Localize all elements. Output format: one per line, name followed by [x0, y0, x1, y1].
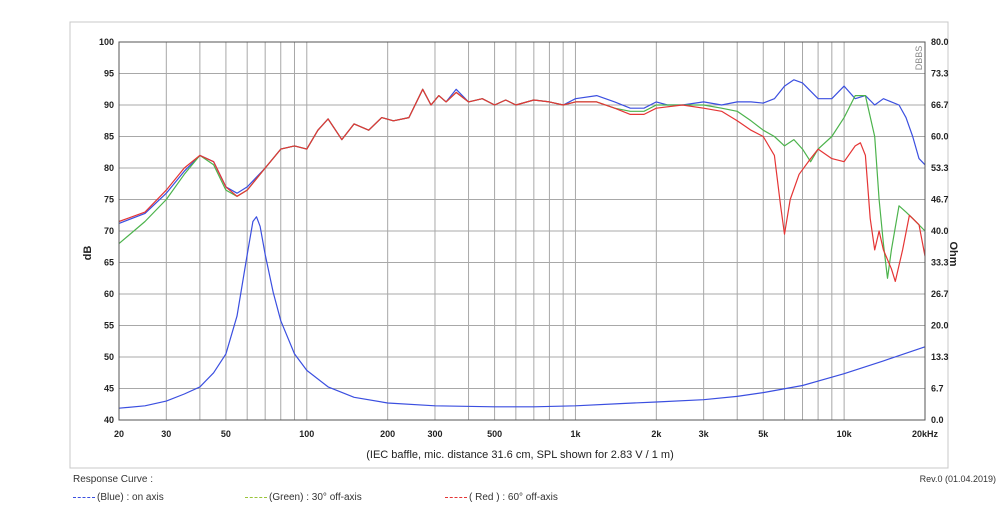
- y-tick-label-right: 20.0: [931, 321, 949, 331]
- x-tick-label: 20: [114, 429, 124, 439]
- y-tick-label-left: 45: [104, 384, 114, 394]
- y-tick-label-left: 95: [104, 69, 114, 79]
- chart-frame: [69, 21, 949, 469]
- y-tick-label-right: 46.7: [931, 195, 949, 205]
- x-tick-label: 3k: [699, 429, 710, 439]
- series-line-30-off-axis: [118, 88, 926, 279]
- x-tick-label: 1k: [570, 429, 581, 439]
- y-tick-label-left: 90: [104, 100, 114, 110]
- y-tick-label-left: 70: [104, 226, 114, 236]
- y-tick-label-right: 0.0: [931, 415, 944, 425]
- y-tick-label-left: 75: [104, 195, 114, 205]
- legend-item-green: (Green) : 30° off-axis: [245, 492, 362, 503]
- y-tick-label-right: 53.3: [931, 163, 949, 173]
- revision-label: Rev.0 (01.04.2019): [919, 474, 996, 484]
- y-tick-label-right: 60.0: [931, 132, 949, 142]
- x-tick-label: 100: [299, 429, 314, 439]
- series-line-impedance: [118, 216, 926, 409]
- y-tick-label-right: 6.7: [931, 384, 944, 394]
- y-tick-label-left: 50: [104, 352, 114, 362]
- series-line-60-off-axis: [118, 88, 926, 282]
- y-tick-label-right: 13.3: [931, 352, 949, 362]
- y-axis-label-left: dB: [82, 246, 94, 261]
- y-tick-label-left: 85: [104, 132, 114, 142]
- legend-swatch-red: [445, 496, 467, 498]
- legend-label-blue: (Blue) : on axis: [97, 492, 164, 503]
- y-tick-label-right: 33.3: [931, 258, 949, 268]
- x-tick-label: 300: [427, 429, 442, 439]
- x-tick-label: 500: [487, 429, 502, 439]
- x-tick-label: 10k: [837, 429, 853, 439]
- y-tick-label-left: 40: [104, 415, 114, 425]
- legend-swatch-blue: [73, 496, 95, 498]
- y-tick-label-left: 55: [104, 321, 114, 331]
- response-curve-label: Response Curve :: [73, 474, 154, 485]
- y-tick-label-left: 80: [104, 163, 114, 173]
- y-tick-label-right: 40.0: [931, 226, 949, 236]
- chart-caption: (IEC baffle, mic. distance 31.6 cm, SPL …: [366, 449, 674, 461]
- x-tick-label: 20kHz: [912, 429, 939, 439]
- plot-area: [118, 41, 926, 421]
- y-axis-label-right: Ohm: [947, 241, 959, 266]
- x-tick-label: 30: [161, 429, 171, 439]
- y-tick-label-right: 66.7: [931, 100, 949, 110]
- x-tick-labels: 20 30 50 100 200 300 500 1k 2k 3k 5k 10k 20kHz: [114, 429, 939, 439]
- legend-label-red: ( Red ) : 60° off-axis: [469, 492, 558, 503]
- y-tick-label-left: 60: [104, 289, 114, 299]
- y-tick-label-left: 65: [104, 258, 114, 268]
- x-tick-label: 2k: [651, 429, 662, 439]
- y-tick-label-right: 73.3: [931, 69, 949, 79]
- legend-item-blue: (Blue) : on axis: [73, 492, 164, 503]
- series-lines: [118, 79, 926, 409]
- x-tick-label: 5k: [758, 429, 769, 439]
- y-tick-label-left: 100: [99, 37, 114, 47]
- legend-label-green: (Green) : 30° off-axis: [269, 492, 362, 503]
- legend-item-red: ( Red ) : 60° off-axis: [445, 492, 558, 503]
- grid: [119, 42, 925, 420]
- y-tick-label-right: 80.0: [931, 37, 949, 47]
- y-tick-labels-left: 40 45 50 55 60 65 70 75 80 85 90 95 100: [99, 37, 114, 425]
- x-tick-label: 50: [221, 429, 231, 439]
- y-tick-label-right: 26.7: [931, 289, 949, 299]
- y-tick-labels-right: 0.0 6.7 13.3 20.0 26.7 33.3 40.0 46.7 53.3 60.0 66…: [931, 37, 949, 425]
- x-tick-label: 200: [380, 429, 395, 439]
- legend-swatch-green: [245, 496, 267, 498]
- ribbon-label: DBBS: [914, 46, 924, 71]
